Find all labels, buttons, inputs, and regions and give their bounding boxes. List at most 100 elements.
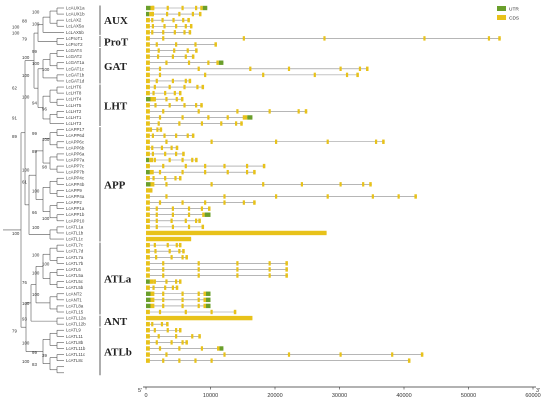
legend: UTR CDS xyxy=(497,6,519,22)
cds-block xyxy=(183,30,186,35)
gene-name-label: LcLAX2 xyxy=(66,18,82,23)
bootstrap-value: 100 xyxy=(32,61,40,66)
gene-name-label: LcATL9 xyxy=(66,328,81,333)
cds-block xyxy=(262,72,265,78)
cds-block xyxy=(173,48,176,53)
utr-block xyxy=(204,212,211,217)
cds-block xyxy=(198,334,201,339)
x-tick-label: 10000 xyxy=(203,393,218,399)
cds-block xyxy=(268,109,271,114)
cds-block xyxy=(146,54,150,59)
cds-block xyxy=(146,255,150,260)
gene-name-label: LcATL11b xyxy=(66,346,86,351)
utr-block xyxy=(202,5,208,11)
cds-block xyxy=(262,182,265,187)
cds-block xyxy=(170,145,173,151)
cds-block xyxy=(191,54,195,59)
cds-block xyxy=(184,78,187,84)
cds-block xyxy=(146,163,150,169)
cds-block xyxy=(152,90,155,96)
gene-name-label: LcAPP4a xyxy=(66,194,85,199)
cds-block xyxy=(200,5,203,11)
bootstrap-value: 100 xyxy=(32,271,40,276)
cds-block xyxy=(173,90,176,96)
gene-name-label: LcATL12b xyxy=(66,322,86,327)
gene-name-label: LcAPP2 xyxy=(66,200,82,205)
cds-block xyxy=(362,182,365,187)
utr-block xyxy=(146,169,150,175)
cds-block xyxy=(146,133,150,138)
cds-block xyxy=(197,291,200,296)
gene-name-label: LcATL7a xyxy=(66,255,84,260)
cds-block xyxy=(153,84,156,90)
cds-block xyxy=(313,72,316,78)
family-label: ProT xyxy=(104,36,129,48)
cds-block xyxy=(146,24,150,29)
cds-block xyxy=(200,206,204,211)
cds-block xyxy=(191,334,194,339)
phylogenetic-tree xyxy=(3,7,64,374)
gene-name-label: LcATL8c xyxy=(66,358,84,363)
cds-block xyxy=(223,352,226,357)
cds-block xyxy=(159,127,163,132)
utr-block xyxy=(247,115,253,120)
cds-block xyxy=(285,267,288,272)
cds-block xyxy=(203,297,206,303)
cds-block xyxy=(187,212,191,217)
cds-block xyxy=(184,218,187,223)
cds-block xyxy=(197,66,200,71)
gene-name-label: LcLHT5 xyxy=(66,103,82,108)
cds-block xyxy=(146,60,150,65)
cds-block xyxy=(151,151,155,157)
bootstrap-value: 100 xyxy=(22,301,30,306)
cds-block xyxy=(268,273,271,278)
cds-block xyxy=(146,127,150,132)
cds-block xyxy=(146,115,150,120)
cds-block xyxy=(153,157,156,163)
utr-block xyxy=(146,97,151,102)
cds-block xyxy=(326,139,329,144)
bootstrap-value: 100 xyxy=(42,137,50,142)
bootstrap-value: 98 xyxy=(42,164,47,169)
gene-name-label: LcGAT2 xyxy=(66,54,82,59)
cds-block xyxy=(197,109,200,114)
cds-block xyxy=(151,145,154,151)
cds-block xyxy=(187,206,191,211)
cds-block xyxy=(170,255,173,260)
cds-block xyxy=(184,309,187,315)
gene-name-label: LcGAT1b xyxy=(66,72,85,77)
gene-name-label: LcAPP4b xyxy=(66,182,85,187)
utr-block xyxy=(146,157,150,163)
cds-block xyxy=(171,54,174,59)
cds-block xyxy=(162,291,165,296)
cds-block xyxy=(197,267,200,272)
cds-block xyxy=(165,139,168,144)
utr-block xyxy=(146,291,151,296)
gene-name-label: LcProT1 xyxy=(66,36,83,41)
cds-block xyxy=(165,11,169,17)
cds-block xyxy=(155,78,158,84)
cds-block xyxy=(240,121,243,126)
cds-block xyxy=(216,60,219,65)
cds-block xyxy=(223,200,226,205)
cds-block xyxy=(182,249,185,254)
cds-block xyxy=(244,115,248,120)
cds-block xyxy=(188,78,192,84)
gene-name-label: LcAPP9 xyxy=(66,188,82,193)
cds-block xyxy=(151,17,154,23)
gene-name-label: LcATL7d xyxy=(66,249,84,254)
cds-block xyxy=(187,17,190,23)
cds-block xyxy=(175,242,178,248)
cds-block xyxy=(182,151,185,157)
cds-block xyxy=(185,255,188,260)
gene-name-label: LcAPP6a xyxy=(66,151,85,156)
cds-block xyxy=(146,194,150,199)
cds-block xyxy=(208,206,211,211)
cds-block xyxy=(164,151,167,157)
gene-name-label: LcAPP17 xyxy=(66,127,85,132)
cds-block xyxy=(146,48,150,53)
cds-block xyxy=(146,242,150,248)
bootstrap-value: 100 xyxy=(42,262,50,267)
cds-block xyxy=(146,72,150,78)
